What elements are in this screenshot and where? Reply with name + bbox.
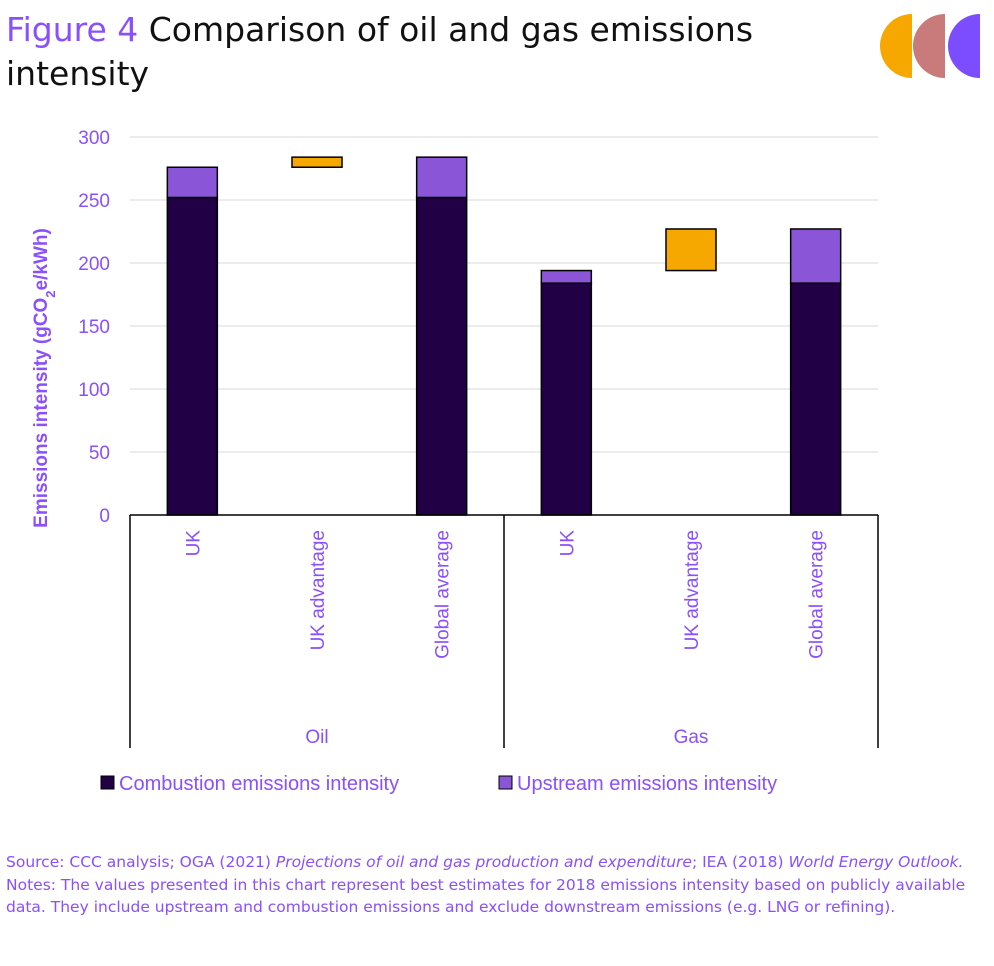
- x-category-label: Global average: [807, 530, 828, 659]
- page-title: Figure 4 Comparison of oil and gas emiss…: [6, 8, 866, 96]
- bar-upstream: [789, 228, 842, 284]
- x-category-label: UK: [183, 530, 204, 557]
- bar-combustion: [166, 196, 219, 516]
- gridlines: [130, 136, 878, 453]
- logo-c-pink: [913, 14, 945, 78]
- y-tick-label: 250: [78, 191, 110, 212]
- bar-uk-advantage: [665, 228, 717, 272]
- bar-upstream: [166, 166, 219, 199]
- y-tick-label: 300: [78, 128, 110, 149]
- x-axis-categories: UK UK advantage Global average UK UK advanta…: [183, 530, 827, 659]
- legend-label: Combustion emissions intensity: [119, 773, 399, 795]
- y-tick-label: 100: [78, 380, 110, 401]
- x-category-label: UK: [557, 530, 578, 557]
- group-label: Oil: [305, 727, 328, 748]
- x-axis: [129, 514, 879, 748]
- x-category-label: Global average: [433, 530, 454, 659]
- emissions-chart: 0 50 100 150 200 250 300 Emissions intensity (…: [31, 128, 879, 795]
- source-mid: ; IEA (2018): [691, 853, 789, 871]
- bar-combustion: [540, 282, 593, 516]
- source-notes: Source: CCC analysis; OGA (2021) Project…: [6, 851, 986, 919]
- source-publication-2: World Energy Outlook.: [788, 853, 964, 871]
- notes-text: Notes: The values presented in this char…: [6, 875, 966, 917]
- y-tick-label: 50: [89, 443, 110, 464]
- legend-label: Upstream emissions intensity: [517, 773, 777, 795]
- legend: Combustion emissions intensity Upstream e…: [100, 773, 777, 795]
- y-axis-ticks: 0 50 100 150 200 250 300: [78, 128, 110, 527]
- bar-uk-advantage: [291, 156, 343, 168]
- figure-title: Comparison of oil and gas emissions inte…: [6, 10, 754, 93]
- source-prefix: Source: CCC analysis; OGA (2021): [6, 853, 276, 871]
- logo-c-orange: [880, 14, 912, 78]
- bar-combustion: [415, 196, 468, 516]
- figure-label: Figure 4: [6, 10, 139, 49]
- source-publication-1: Projections of oil and gas production an…: [275, 853, 692, 871]
- legend-swatch: [100, 775, 115, 790]
- bar-upstream: [415, 156, 468, 199]
- y-tick-label: 0: [99, 506, 110, 527]
- y-tick-label: 200: [78, 254, 110, 275]
- group-label: Gas: [674, 727, 709, 748]
- legend-swatch: [498, 775, 513, 790]
- x-category-label: UK advantage: [308, 530, 329, 650]
- y-axis-label: Emissions intensity (gCO2e/kWh): [31, 228, 58, 528]
- y-tick-label: 150: [78, 317, 110, 338]
- ccc-logo: [880, 14, 980, 78]
- x-category-label: UK advantage: [682, 530, 703, 650]
- bars: [166, 156, 842, 516]
- y-axis-label-subscript: 2: [43, 290, 58, 297]
- bar-combustion: [789, 282, 842, 516]
- y-axis-label-rest: e/kWh): [31, 228, 52, 290]
- x-axis-groups: Oil Gas: [305, 727, 708, 748]
- bar-upstream: [540, 269, 593, 284]
- logo-c-purple: [948, 14, 980, 78]
